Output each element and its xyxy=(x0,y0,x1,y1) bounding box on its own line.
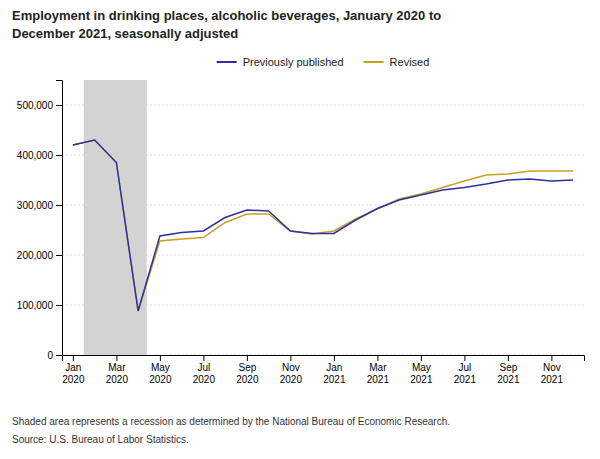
x-tick-mark xyxy=(116,355,117,361)
x-tick-label-line: 2021 xyxy=(410,374,433,385)
legend: Previously published Revised xyxy=(217,56,430,68)
title: Employment in drinking places, alcoholic… xyxy=(12,8,441,41)
x-tick: Jul2020 xyxy=(193,355,216,385)
y-tick-mark xyxy=(56,255,62,256)
y-tick-label: 400,000 xyxy=(17,150,54,161)
x-tick-label-line: Jul xyxy=(197,362,210,373)
y-axis: 0 100,000 200,000 300,000 400,000 500,000 xyxy=(17,81,63,361)
x-tick-label-line: Jan xyxy=(65,362,81,373)
x-tick: Nov2021 xyxy=(541,355,564,385)
y-tick-mark xyxy=(56,355,62,356)
y-tick-label: 500,000 xyxy=(17,100,54,111)
x-tick-label-line: Sep xyxy=(238,362,256,373)
x-tick-label: Jan2020 xyxy=(62,362,85,385)
legend-item: Previously published xyxy=(217,56,344,68)
y-tick-mark xyxy=(56,105,62,106)
title-line: December 2021, seasonally adjusted xyxy=(12,26,238,41)
x-tick-label-line: Nov xyxy=(543,362,561,373)
x-tick-label-line: 2020 xyxy=(236,374,259,385)
x-tick: Mar2020 xyxy=(106,355,129,385)
x-tick: Sep2020 xyxy=(236,355,259,385)
x-axis: Jan2020Mar2020May2020Jul2020Sep2020Nov20… xyxy=(62,355,584,385)
x-tick-label: Nov2021 xyxy=(541,362,564,385)
x-tick-label: Nov2020 xyxy=(280,362,303,385)
x-tick-label-line: Sep xyxy=(499,362,517,373)
y-tick: 300,000 xyxy=(17,200,62,211)
plot-area xyxy=(73,80,573,355)
legend-item: Revised xyxy=(364,56,430,68)
y-tick-mark xyxy=(56,205,62,206)
x-tick-mark xyxy=(551,355,552,361)
x-tick-label-line: 2021 xyxy=(497,374,520,385)
y-tick: 500,000 xyxy=(17,100,62,111)
y-tick-mark xyxy=(56,155,62,156)
x-tick-label: May2020 xyxy=(149,362,172,385)
y-tick-mark xyxy=(56,305,62,306)
x-tick-label-line: 2020 xyxy=(193,374,216,385)
x-tick-label-line: Nov xyxy=(282,362,300,373)
y-tick-label: 0 xyxy=(47,350,53,361)
x-tick: May2020 xyxy=(149,355,172,385)
legend-swatch xyxy=(364,61,384,63)
y-tick-label: 200,000 xyxy=(17,250,54,261)
x-tick-mark xyxy=(247,355,248,361)
x-tick-label-line: 2020 xyxy=(280,374,303,385)
y-tick: 100,000 xyxy=(17,300,62,311)
y-tick: 0 xyxy=(47,350,62,361)
x-tick-label-line: 2021 xyxy=(367,374,390,385)
x-tick-mark xyxy=(73,355,74,361)
x-tick-label-line: Jul xyxy=(458,362,471,373)
x-tick: Nov2020 xyxy=(280,355,303,385)
x-tick-label: Sep2020 xyxy=(236,362,259,385)
x-axis-line xyxy=(63,356,585,362)
shaded-region xyxy=(84,80,147,355)
x-tick-label: Sep2021 xyxy=(497,362,520,385)
legend-label: Previously published xyxy=(243,56,344,68)
x-tick: May2021 xyxy=(410,355,433,385)
chart: Employment in drinking places, alcoholic… xyxy=(0,0,600,459)
x-tick-mark xyxy=(290,355,291,361)
series-line xyxy=(73,140,573,311)
series-line xyxy=(73,140,573,311)
x-tick: Jul2021 xyxy=(454,355,477,385)
x-tick-mark xyxy=(334,355,335,361)
footnote: Source: U.S. Bureau of Labor Statistics. xyxy=(12,434,189,445)
y-tick: 200,000 xyxy=(17,250,62,261)
x-tick-mark xyxy=(160,355,161,361)
x-tick-label-line: Mar xyxy=(369,362,387,373)
x-tick-mark xyxy=(464,355,465,361)
x-tick-label-line: 2021 xyxy=(323,374,346,385)
y-tick: 400,000 xyxy=(17,150,62,161)
x-tick-label-line: May xyxy=(151,362,170,373)
x-tick-label-line: May xyxy=(412,362,431,373)
x-tick-label: Jul2020 xyxy=(193,362,216,385)
x-tick: Sep2021 xyxy=(497,355,520,385)
title-line: Employment in drinking places, alcoholic… xyxy=(12,8,441,23)
legend-swatch xyxy=(217,61,237,63)
x-tick-label-line: 2021 xyxy=(541,374,564,385)
legend-label: Revised xyxy=(390,56,430,68)
x-tick-mark xyxy=(377,355,378,361)
y-tick-label: 100,000 xyxy=(17,300,54,311)
x-tick-label: Jul2021 xyxy=(454,362,477,385)
footnote: Shaded area represents a recession as de… xyxy=(12,416,450,427)
x-tick-label-line: Mar xyxy=(108,362,126,373)
x-tick-label-line: 2020 xyxy=(62,374,85,385)
x-tick-mark xyxy=(421,355,422,361)
x-tick-mark xyxy=(203,355,204,361)
x-tick-label-line: Jan xyxy=(326,362,342,373)
x-tick: Jan2020 xyxy=(62,355,85,385)
x-tick-label: Jan2021 xyxy=(323,362,346,385)
x-tick: Mar2021 xyxy=(367,355,390,385)
y-tick-label: 300,000 xyxy=(17,200,54,211)
x-tick-label: Mar2020 xyxy=(106,362,129,385)
x-tick: Jan2021 xyxy=(323,355,346,385)
x-tick-label: May2021 xyxy=(410,362,433,385)
x-tick-mark xyxy=(508,355,509,361)
x-tick-label-line: 2020 xyxy=(149,374,172,385)
x-tick-label: Mar2021 xyxy=(367,362,390,385)
y-axis-line xyxy=(56,81,63,356)
x-tick-label-line: 2021 xyxy=(454,374,477,385)
x-tick-label-line: 2020 xyxy=(106,374,129,385)
